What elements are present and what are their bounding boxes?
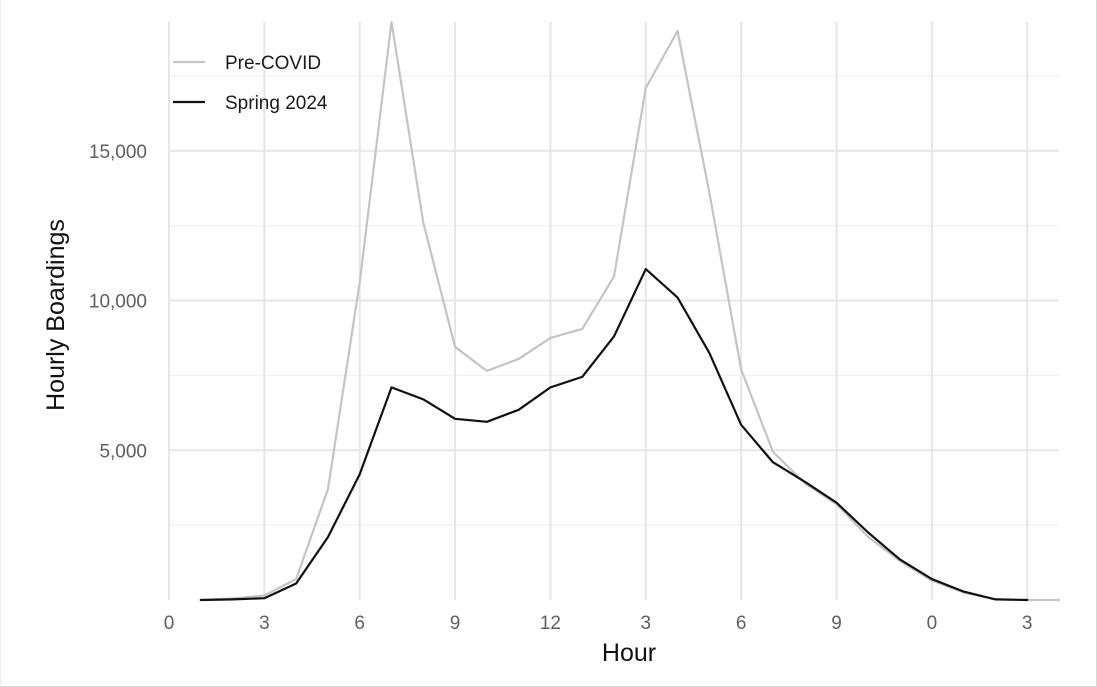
y-tick-label: 15,000 (89, 142, 147, 163)
x-tick-label: 9 (450, 613, 461, 634)
y-tick-label: 5,000 (99, 441, 147, 462)
x-axis-title: Hour (602, 639, 656, 667)
minor-gridlines (169, 75, 1059, 526)
y-axis-title: Hourly Boardings (42, 219, 70, 411)
legend-label-pre-covid: Pre-COVID (225, 53, 321, 74)
x-tick-label: 3 (259, 613, 270, 634)
x-tick-label: 0 (927, 613, 938, 634)
x-tick-label: 3 (1022, 613, 1033, 634)
series-line-spring-2024 (199, 267, 1029, 602)
series-line-pre-covid (199, 20, 1061, 602)
y-tick-label: 10,000 (89, 292, 147, 313)
y-tick-labels: 5,000 10,000 15,000 (89, 142, 147, 462)
x-tick-labels: 0 3 6 9 12 3 6 9 0 3 (164, 613, 1033, 634)
legend-label-spring-2024: Spring 2024 (225, 93, 328, 114)
major-gridlines (168, 22, 1059, 600)
x-tick-label: 6 (354, 613, 365, 634)
series-lines (199, 20, 1061, 602)
x-tick-label: 6 (736, 613, 747, 634)
x-tick-label: 12 (540, 613, 561, 634)
legend: Pre-COVID Spring 2024 (173, 53, 328, 114)
x-tick-label: 0 (164, 613, 175, 634)
x-tick-label: 3 (640, 613, 651, 634)
x-tick-label: 9 (831, 613, 842, 634)
